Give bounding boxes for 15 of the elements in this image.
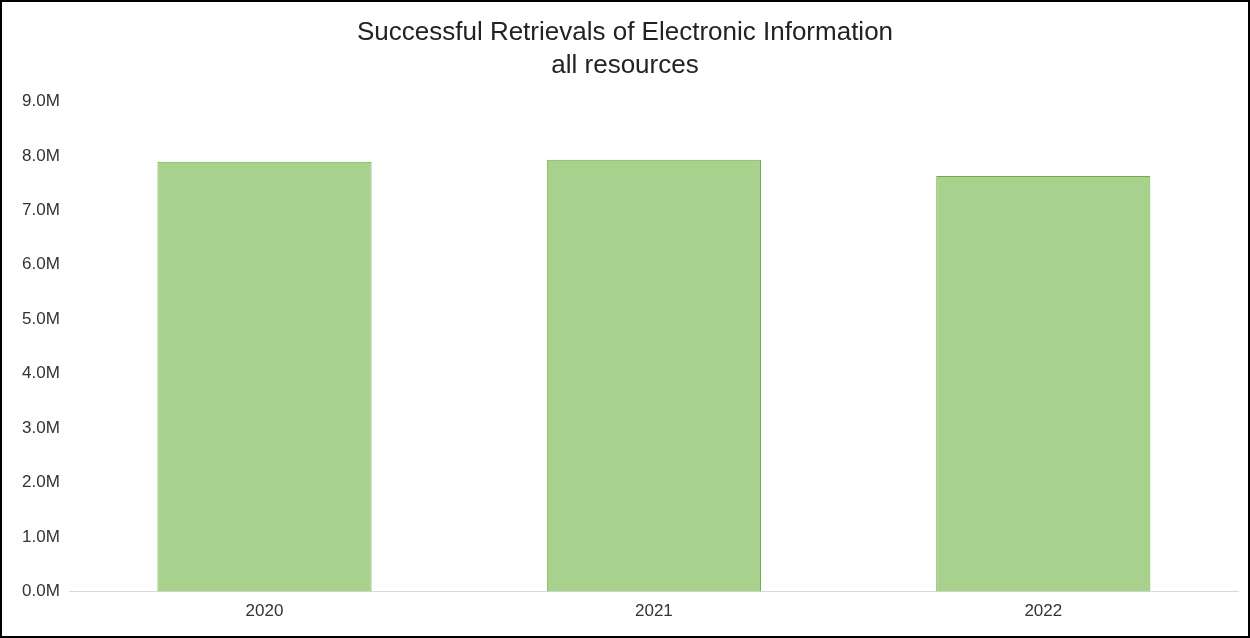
x-tick-label: 2020 [245,601,284,621]
y-tick-label: 0.0M [22,581,60,601]
x-tick-label: 2021 [634,601,673,621]
x-tick-label: 2022 [1024,601,1063,621]
chart-subtitle: all resources [551,48,699,79]
y-tick-label: 1.0M [22,526,60,546]
y-tick-label: 7.0M [22,200,60,220]
chart-title: Successful Retrievals of Electronic Information [356,15,894,46]
y-tick-label: 3.0M [22,417,60,437]
y-tick-label: 5.0M [22,308,60,328]
y-tick-label: 4.0M [22,363,60,383]
y-tick-label: 6.0M [22,254,60,274]
y-tick-label: 8.0M [22,145,60,165]
y-tick-label: 2.0M [22,472,60,492]
y-tick-label: 9.0M [22,91,60,111]
